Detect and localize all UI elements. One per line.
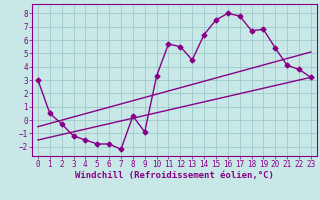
X-axis label: Windchill (Refroidissement éolien,°C): Windchill (Refroidissement éolien,°C) — [75, 171, 274, 180]
